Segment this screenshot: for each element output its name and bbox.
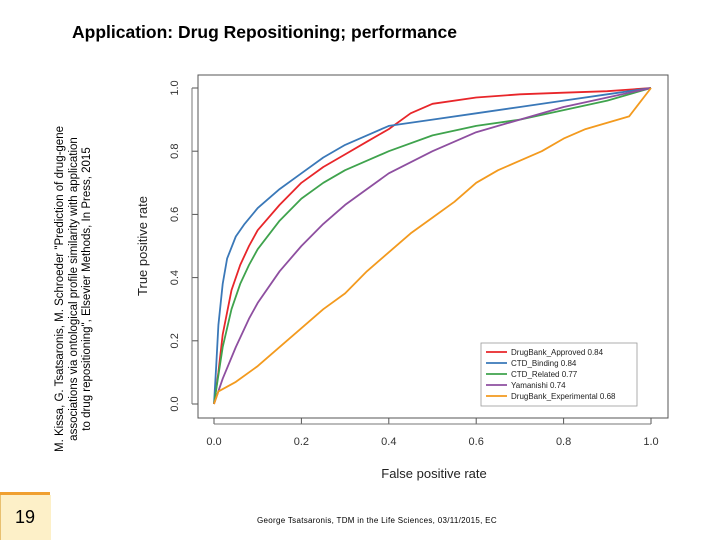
x-tick-label: 0.2 (294, 436, 309, 448)
legend-label: DrugBank_Approved 0.84 (511, 348, 604, 357)
plot-frame (197, 74, 669, 419)
series-line-4 (213, 87, 652, 405)
page-number-box (0, 495, 51, 540)
legend-label: CTD_Related 0.77 (511, 370, 578, 379)
y-tick-label: 0.4 (169, 270, 181, 285)
legend-label: CTD_Binding 0.84 (511, 359, 577, 368)
x-tick-label: 0.0 (206, 436, 221, 448)
series-line-2 (213, 87, 652, 405)
y-tick-label: 0.2 (169, 333, 181, 348)
x-tick-label: 1.0 (643, 436, 658, 448)
page-number: 19 (14, 507, 36, 527)
y-tick-label: 0.0 (169, 396, 181, 411)
y-axis-label: True positive rate (135, 196, 150, 296)
y-tick-label: 0.6 (169, 207, 181, 222)
y-tick-label: 1.0 (169, 80, 181, 95)
y-tick-label: 0.8 (169, 144, 181, 159)
x-tick-label: 0.4 (381, 436, 396, 448)
page-accent-bar (0, 492, 50, 495)
footer: George Tsatsaronis, TDM in the Life Scie… (257, 516, 497, 525)
legend-label: DrugBank_Experimental 0.68 (511, 392, 616, 401)
x-tick-label: 0.6 (469, 436, 484, 448)
x-axis-label: False positive rate (381, 466, 487, 481)
series-line-5 (213, 87, 652, 405)
legend-label: Yamanishi 0.74 (511, 381, 566, 390)
x-tick-label: 0.8 (556, 436, 571, 448)
slide-title: Application: Drug Repositioning; perform… (72, 22, 458, 42)
series-line-1 (213, 87, 652, 405)
